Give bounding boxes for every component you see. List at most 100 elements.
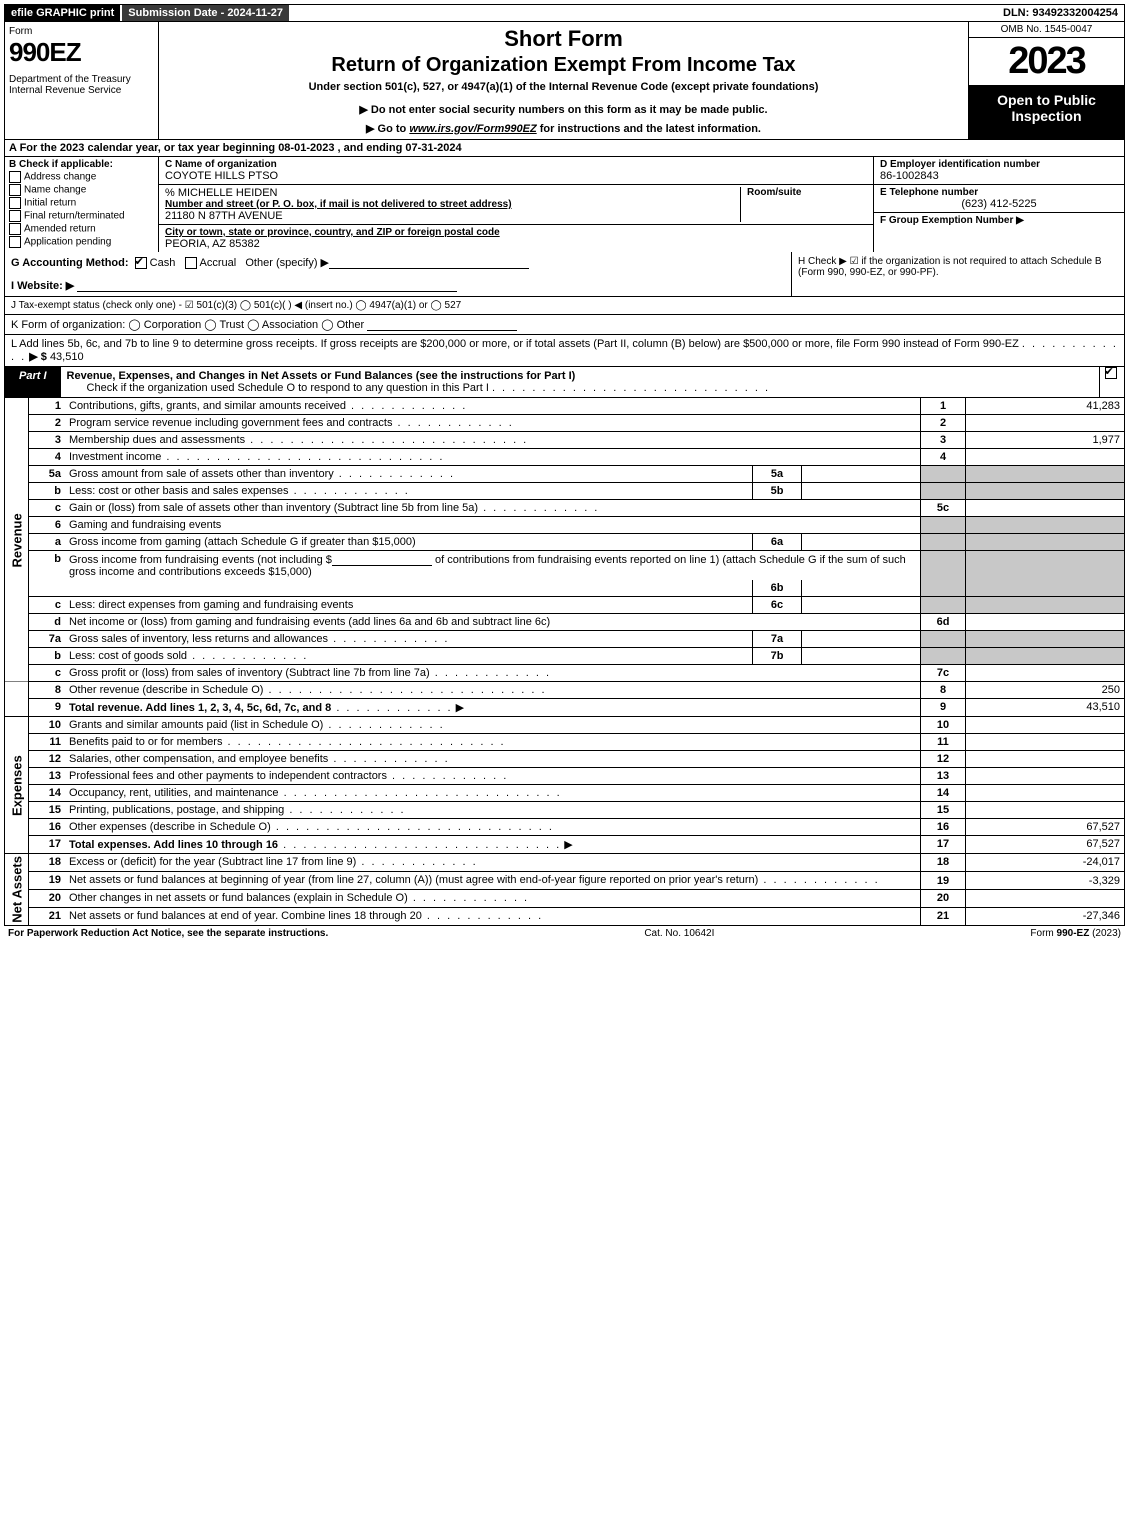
line-6b-amount-input[interactable] [332,553,432,566]
org-name: COYOTE HILLS PTSO [165,170,867,182]
care-of: % MICHELLE HEIDEN [165,187,740,199]
section-def: D Employer identification number 86-1002… [873,157,1124,252]
header-middle: Short Form Return of Organization Exempt… [159,22,968,139]
section-b: B Check if applicable: Address change Na… [5,157,159,252]
info-block: B Check if applicable: Address change Na… [4,157,1125,252]
part1-tab: Part I [5,367,61,397]
line-18-val: -24,017 [966,854,1125,872]
line-j: J Tax-exempt status (check only one) - ☑… [4,297,1125,315]
submission-date: Submission Date - 2024-11-27 [120,5,291,21]
e-label: E Telephone number [880,187,1118,198]
goto-note: ▶ Go to www.irs.gov/Form990EZ for instru… [167,122,960,135]
section-c: C Name of organization COYOTE HILLS PTSO… [159,157,873,252]
line-6a-subval [802,534,921,551]
other-org-input[interactable] [367,318,517,331]
netassets-label: Net Assets [5,854,29,926]
tax-year: 2023 [969,38,1124,86]
line-8-val: 250 [966,682,1125,699]
form-number: 990EZ [9,37,154,68]
line-1-val: 41,283 [966,398,1125,415]
header-left: Form 990EZ Department of the Treasury In… [5,22,159,139]
lines-table: Revenue 1 Contributions, gifts, grants, … [4,398,1125,926]
part1-check-text: Check if the organization used Schedule … [87,382,489,394]
revenue-label: Revenue [5,398,29,682]
line-5a-subval [802,466,921,483]
line-2-val [966,415,1125,432]
line-6c-subval [802,597,921,614]
check-amended-return[interactable] [9,223,21,235]
check-name-change[interactable] [9,184,21,196]
gh-row: G Accounting Method: Cash Accrual Other … [4,252,1125,297]
street-label: Number and street (or P. O. box, if mail… [165,199,740,210]
line-a: A For the 2023 calendar year, or tax yea… [4,140,1125,157]
other-method-input[interactable] [329,256,529,269]
header-right: OMB No. 1545-0047 2023 Open to Public In… [968,22,1124,139]
city-label: City or town, state or province, country… [165,227,867,238]
footer: For Paperwork Reduction Act Notice, see … [4,926,1125,941]
efile-print-button[interactable]: efile GRAPHIC print [5,5,120,21]
line-10-val [966,717,1125,734]
line-19-val: -3,329 [966,872,1125,890]
line-17-val: 67,527 [966,836,1125,854]
check-accrual[interactable] [185,257,197,269]
line-3-val: 1,977 [966,432,1125,449]
check-cash[interactable] [135,257,147,269]
line-15-val [966,802,1125,819]
part1-header: Part I Revenue, Expenses, and Changes in… [4,367,1125,398]
form-word: Form [9,26,154,37]
line-7a-subval [802,631,921,648]
footer-cat: Cat. No. 10642I [328,928,1030,939]
line-l: L Add lines 5b, 6c, and 7b to line 9 to … [4,335,1125,367]
b-label: B Check if applicable: [9,159,113,170]
line-7b-subval [802,648,921,665]
form-header: Form 990EZ Department of the Treasury In… [4,22,1125,140]
line-6b-subval [802,580,921,597]
top-bar: efile GRAPHIC print Submission Date - 20… [4,4,1125,22]
part1-schedule-o-check[interactable] [1099,367,1124,397]
line-12-val [966,751,1125,768]
line-5b-subval [802,483,921,500]
line-4-val [966,449,1125,466]
room-label: Room/suite [747,187,867,198]
footer-left: For Paperwork Reduction Act Notice, see … [8,928,328,939]
d-label: D Employer identification number [880,159,1118,170]
f-label: F Group Exemption Number ▶ [880,215,1118,226]
line-20-val [966,889,1125,907]
section-h: H Check ▶ ☑ if the organization is not r… [791,252,1124,296]
ein: 86-1002843 [880,170,1118,182]
line-k: K Form of organization: ◯ Corporation ◯ … [4,315,1125,335]
ssn-note: ▶ Do not enter social security numbers o… [167,103,960,116]
under-section: Under section 501(c), 527, or 4947(a)(1)… [167,81,960,93]
dln: DLN: 93492332004254 [997,5,1124,21]
irs-link[interactable]: www.irs.gov/Form990EZ [409,123,536,135]
section-g: G Accounting Method: Cash Accrual Other … [5,252,791,296]
check-final-return[interactable] [9,210,21,222]
expenses-label: Expenses [5,717,29,854]
omb-number: OMB No. 1545-0047 [969,22,1124,38]
line-11-val [966,734,1125,751]
check-initial-return[interactable] [9,197,21,209]
telephone: (623) 412-5225 [880,198,1118,210]
check-address-change[interactable] [9,171,21,183]
return-title: Return of Organization Exempt From Incom… [167,54,960,77]
website-label: I Website: ▶ [11,280,74,292]
line-9-val: 43,510 [966,699,1125,717]
line-21-val: -27,346 [966,907,1125,925]
street-address: 21180 N 87TH AVENUE [165,210,740,222]
line-16-val: 67,527 [966,819,1125,836]
short-form-title: Short Form [167,26,960,52]
open-inspection: Open to Public Inspection [969,86,1124,139]
city-state-zip: PEORIA, AZ 85382 [165,238,867,250]
department: Department of the Treasury Internal Reve… [9,74,154,96]
footer-form: Form 990-EZ (2023) [1030,928,1121,939]
part1-title: Revenue, Expenses, and Changes in Net As… [61,367,1099,397]
website-input[interactable] [77,279,457,292]
c-name-label: C Name of organization [165,159,867,170]
line-13-val [966,768,1125,785]
line-7c-val [966,665,1125,682]
line-5c-val [966,500,1125,517]
line-14-val [966,785,1125,802]
line-6d-val [966,614,1125,631]
check-application-pending[interactable] [9,236,21,248]
gross-receipts: 43,510 [50,351,84,363]
